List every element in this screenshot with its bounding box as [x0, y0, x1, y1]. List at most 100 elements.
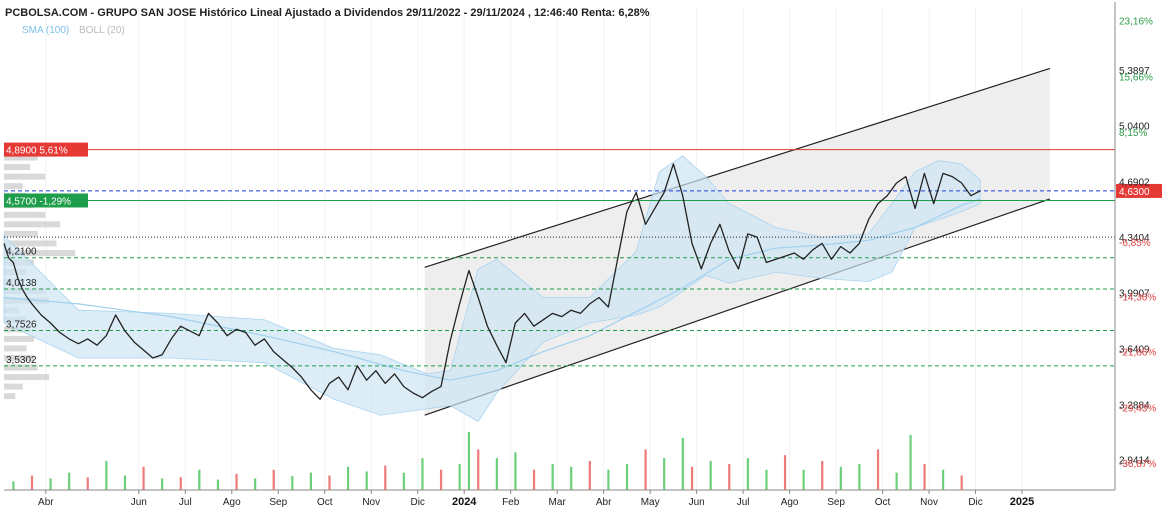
x-label-1: Jun	[131, 497, 147, 508]
bollinger-band	[3, 155, 981, 423]
volume-bar-10	[198, 469, 201, 490]
profile-bin-22	[4, 364, 38, 371]
level-label-7: 3,5302	[6, 355, 37, 366]
volume-bar-46	[839, 466, 842, 490]
x-label-6: Nov	[362, 497, 380, 508]
volume-bar-21	[402, 472, 405, 490]
volume-bar-25	[467, 432, 471, 490]
y-pct-tick-6: -29,43%	[1119, 403, 1156, 414]
profile-bin-1	[4, 164, 31, 171]
volume-bar-31	[570, 466, 573, 490]
y-pct-tick-3: -6,85%	[1119, 238, 1151, 249]
y-price-tick-7: 2,9414	[1119, 456, 1150, 467]
x-label-20: 2025	[1010, 496, 1034, 508]
volume-bar-2	[49, 478, 52, 490]
y-price-tick-5: 3,6409	[1119, 344, 1150, 355]
volume-bar-11	[216, 479, 220, 490]
price-path	[3, 163, 981, 400]
profile-bin-0	[4, 154, 38, 161]
y-price-tick-3: 4,3404	[1119, 233, 1150, 244]
volume-bar-40	[728, 463, 731, 490]
profile-bin-2	[4, 173, 46, 180]
bollinger-fill	[3, 155, 981, 423]
x-label-14: Jul	[737, 497, 750, 508]
volume-bar-42	[765, 469, 768, 490]
volume-bar-53	[960, 475, 963, 490]
level-label-1: 4,6300	[1119, 187, 1150, 198]
price-levels: 4,8900 5,61% 4,6300 4,5700 -1,29% 4,2100 4,0…	[4, 142, 1162, 367]
profile-bin-20	[4, 345, 27, 352]
x-label-19: Dic	[968, 497, 982, 508]
y-price-tick-4: 3,9907	[1119, 289, 1150, 300]
profile-bin-6	[4, 211, 46, 218]
x-label-17: Oct	[875, 497, 891, 508]
volume-bar-37	[681, 437, 684, 490]
x-label-10: Mar	[549, 497, 567, 508]
volume-bar-44	[802, 469, 805, 490]
axes: 5,3897 5,0400 4,6902 4,3404 3,9907 3,6409 3,28…	[4, 2, 1156, 508]
profile-bin-21	[4, 354, 34, 361]
volume-bar-20	[384, 465, 387, 490]
volume-bar-16	[309, 472, 313, 490]
y-price-tick-2: 4,6902	[1119, 177, 1150, 188]
volume-bar-7	[142, 466, 145, 490]
volume-bar-28	[514, 452, 517, 490]
level-badge-1	[1116, 183, 1162, 198]
profile-bin-24	[4, 383, 23, 390]
y-pct-tick-5: -21,86%	[1119, 348, 1156, 359]
x-label-5: Oct	[317, 497, 333, 508]
level-label-4: 4,2100	[6, 247, 37, 258]
volume-bar-50	[909, 434, 912, 490]
chart-title: PCBOLSA.COM - GRUPO SAN JOSE Histórico L…	[5, 7, 650, 19]
volume-bar-12	[235, 473, 238, 490]
volume-bar-3	[68, 472, 71, 490]
volume-bar-13	[254, 478, 257, 490]
volume-bar-6	[123, 475, 127, 490]
profile-bin-19	[4, 335, 34, 342]
volume-bar-34	[625, 463, 629, 490]
profile-bin-7	[4, 221, 61, 228]
y-price-tick-6: 3,2884	[1119, 400, 1150, 411]
volume-bar-5	[105, 461, 108, 490]
volume-bar-29	[532, 469, 536, 490]
volume-bar-48	[876, 449, 880, 490]
level-label-0: 4,8900 5,61%	[6, 146, 68, 157]
legend-boll: BOLL (20)	[79, 25, 125, 36]
volume-bar-49	[895, 472, 898, 490]
channel-lower-line	[424, 198, 1051, 416]
volume-bar-35	[644, 449, 647, 490]
sma-path	[3, 198, 981, 381]
x-label-12: May	[641, 497, 660, 508]
volume-bar-9	[179, 477, 182, 490]
volume-bar-22	[421, 458, 424, 490]
level-label-5: 4,0138	[6, 278, 37, 289]
x-label-9: Feb	[502, 497, 520, 508]
x-label-18: Nov	[920, 497, 938, 508]
channel-upper-line	[424, 67, 1051, 268]
volume-bar-47	[858, 463, 861, 490]
volume-bar-15	[291, 476, 294, 490]
volume-bar-24	[458, 463, 461, 490]
y-price-tick-0: 5,3897	[1119, 66, 1150, 77]
volume-bar-19	[365, 471, 368, 490]
x-label-16: Sep	[827, 497, 845, 508]
sma-line	[3, 198, 981, 381]
y-pct-tick-0: 23,16%	[1119, 17, 1153, 28]
profile-bin-23	[4, 374, 49, 381]
x-label-8: 2024	[452, 496, 477, 508]
volume-bar-41	[746, 458, 749, 490]
y-pct-tick-4: -14,36%	[1119, 293, 1156, 304]
volume-bar-52	[942, 469, 945, 490]
volume-bar-32	[588, 461, 591, 490]
volume-bar-43	[783, 455, 787, 490]
x-label-15: Ago	[781, 497, 799, 508]
profile-bin-3	[4, 183, 23, 190]
volume-bars	[12, 432, 963, 490]
level-label-6: 3,7526	[6, 320, 37, 331]
price-line	[3, 163, 981, 400]
volume-bar-26	[477, 449, 480, 490]
y-pct-tick-2: 8,15%	[1119, 128, 1147, 139]
volume-bar-4	[86, 477, 89, 490]
x-label-13: Jun	[689, 497, 705, 508]
